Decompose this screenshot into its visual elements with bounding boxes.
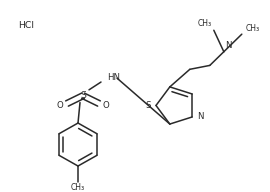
Text: O: O [57,101,63,110]
Text: S: S [80,91,86,100]
Text: S: S [146,101,151,110]
Text: HCl: HCl [18,22,34,31]
Text: HN: HN [107,73,120,82]
Text: CH₃: CH₃ [246,24,260,33]
Text: N: N [225,41,231,50]
Text: CH₃: CH₃ [198,19,212,28]
Text: N: N [197,113,204,122]
Text: O: O [103,101,109,110]
Text: CH₃: CH₃ [71,183,85,192]
